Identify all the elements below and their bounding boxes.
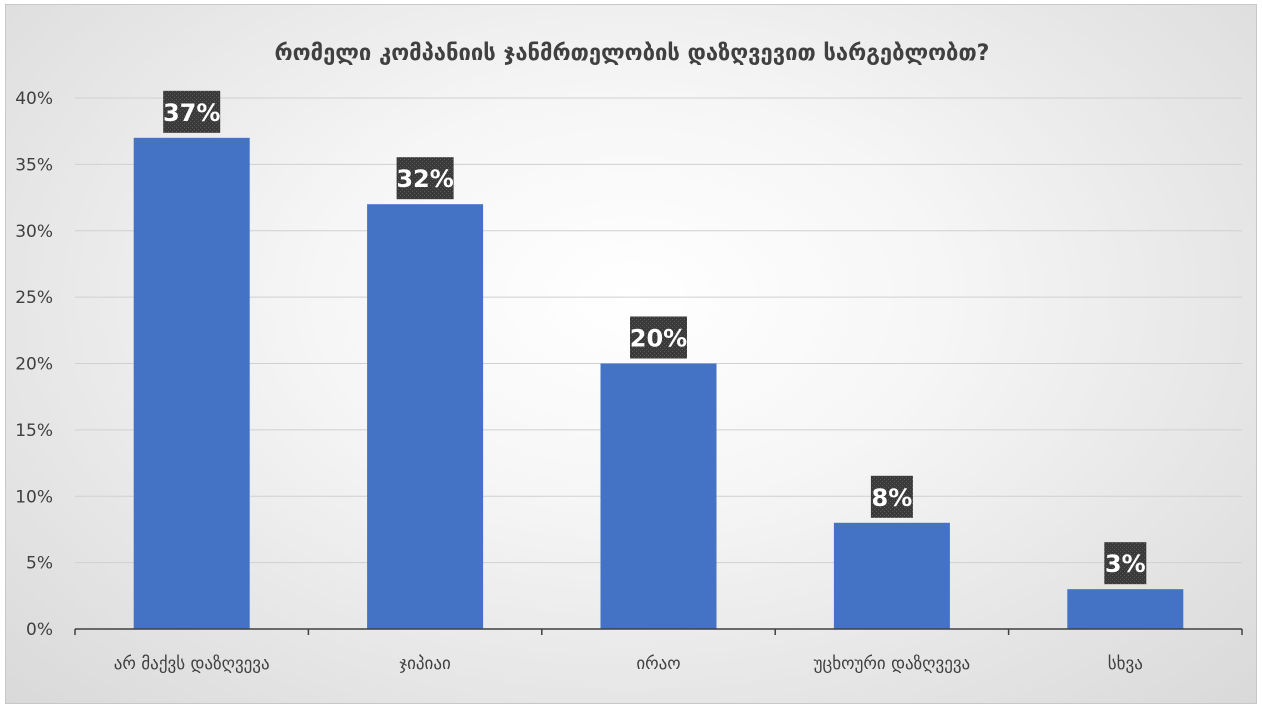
- chart-title: რომელი კომპანიის ჯანმრთელობის დაზღვევით …: [275, 41, 990, 66]
- category-label: არ მაქვს დაზღვევა: [114, 654, 270, 674]
- category-label: სხვა: [1108, 654, 1143, 674]
- axes: 0% 5% 10% 15% 20% 25% 30% 35% 40% არ მაქვს დაზღვე…: [15, 89, 1243, 674]
- y-tick-label: 0%: [26, 620, 53, 640]
- y-tick-label: 5%: [26, 554, 53, 574]
- bar: [600, 363, 717, 629]
- category-label: უცხოური დაზღვევა: [814, 654, 971, 674]
- data-label: 37%: [163, 99, 220, 127]
- y-tick-label: 20%: [15, 355, 53, 375]
- data-label-box: [870, 475, 913, 518]
- data-label: 8%: [872, 484, 913, 512]
- data-label: 20%: [630, 325, 687, 353]
- data-label: 32%: [396, 165, 453, 193]
- data-label-box: [1104, 542, 1147, 585]
- data-label-box: [163, 90, 221, 133]
- data-label: 3%: [1105, 550, 1146, 578]
- bar: [1067, 589, 1184, 629]
- bar: [833, 522, 950, 629]
- y-tick-label: 40%: [15, 89, 53, 109]
- data-labels: 37% 32% 20% 8% 3%: [163, 90, 1147, 585]
- data-label-box: [630, 316, 687, 359]
- y-tick-label: 15%: [15, 421, 53, 441]
- bar-chart: რომელი კომპანიის ჯანმრთელობის დაზღვევით …: [15, 41, 1243, 674]
- y-tick-label: 25%: [15, 288, 53, 308]
- bar: [367, 204, 484, 629]
- y-tick-label: 10%: [15, 487, 53, 507]
- data-label-box: [396, 157, 454, 200]
- category-label: ირაო: [636, 654, 680, 674]
- bar: [133, 137, 250, 629]
- y-tick-label: 30%: [15, 222, 53, 242]
- bars: [133, 137, 1184, 629]
- category-label: ჯიპიაი: [399, 654, 450, 674]
- chart-frame: რომელი კომპანიის ჯანმრთელობის დაზღვევით …: [5, 4, 1257, 704]
- y-tick-label: 35%: [15, 155, 53, 175]
